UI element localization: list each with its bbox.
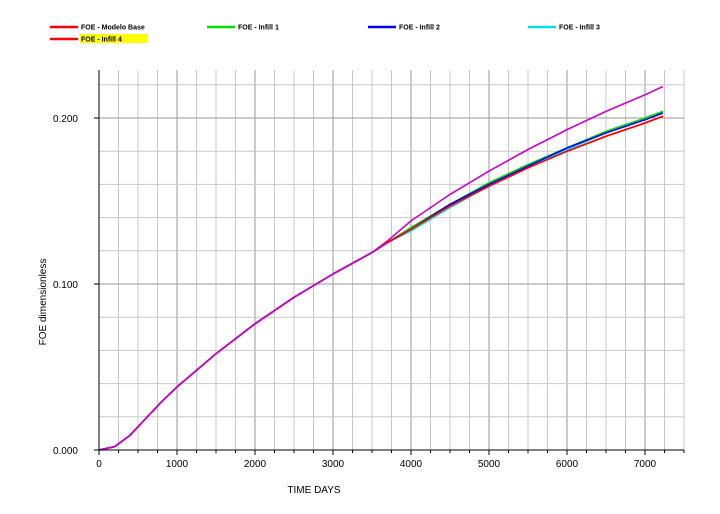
x-tick-label: 3000 xyxy=(322,459,345,470)
x-tick-label: 2000 xyxy=(244,459,267,470)
y-axis-title: FOE dimensionless xyxy=(38,259,49,346)
x-axis-title: TIME DAYS xyxy=(287,485,340,496)
y-tick-label: 0.100 xyxy=(53,280,78,291)
legend-item: FOE - Infill 1 xyxy=(207,25,279,32)
series-line-unlabeled xyxy=(98,85,664,451)
legend-label: FOE - Infill 3 xyxy=(559,25,600,32)
legend-label: FOE - Infill 4 xyxy=(81,37,122,44)
series-line-foe-infill-3 xyxy=(98,110,664,451)
series-line-foe-modelo-base xyxy=(98,115,664,451)
x-tick-label: 1000 xyxy=(166,459,189,470)
legend-label: FOE - Infill 1 xyxy=(238,25,279,32)
legend-item: FOE - Infill 3 xyxy=(528,25,600,32)
axes: TIME DAYS FOE dimensionless 0 1000 2000 300… xyxy=(38,70,685,496)
y-tick-label: 0.000 xyxy=(53,446,78,457)
legend-item: FOE - Modelo Base xyxy=(50,25,145,32)
legend-label: FOE - Infill 2 xyxy=(399,25,440,32)
series-line-foe-infill-2 xyxy=(98,112,664,451)
legend-item: FOE - Infill 4 xyxy=(50,34,148,44)
grid xyxy=(99,70,685,450)
legend-highlight xyxy=(80,34,148,43)
y-tick-label: 0.200 xyxy=(53,114,78,125)
legend-item: FOE - Infill 2 xyxy=(368,25,440,32)
legend-label: FOE - Modelo Base xyxy=(81,25,145,32)
x-tick-label: 0 xyxy=(96,459,102,470)
x-tick-label: 5000 xyxy=(478,459,501,470)
legend: FOE - Modelo Base FOE - Infill 1 FOE - Inf… xyxy=(50,25,600,44)
x-tick-label: 4000 xyxy=(400,459,423,470)
series-lines xyxy=(98,85,664,451)
x-tick-label: 6000 xyxy=(556,459,579,470)
x-tick-label: 7000 xyxy=(634,459,657,470)
series-line-foe-infill-4 xyxy=(98,115,664,451)
series-line-foe-infill-1 xyxy=(98,110,664,451)
